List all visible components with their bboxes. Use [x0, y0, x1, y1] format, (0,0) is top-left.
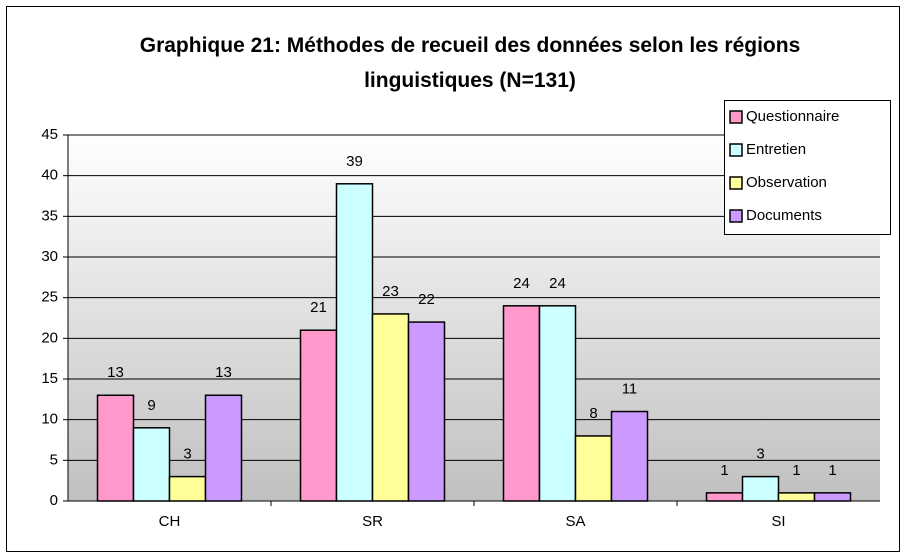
legend-swatch: [729, 110, 743, 124]
data-label: 39: [346, 153, 363, 170]
bar: [132, 427, 171, 502]
x-tick-label: SI: [771, 513, 785, 530]
data-label: 21: [310, 299, 327, 316]
data-label: 11: [622, 381, 638, 398]
legend-swatch: [729, 176, 743, 190]
bar: [610, 410, 649, 502]
y-tick-label: 30: [41, 248, 58, 265]
data-label: 9: [147, 397, 155, 414]
y-tick-label: 0: [50, 492, 58, 509]
bar: [168, 475, 207, 502]
bar: [371, 313, 410, 502]
data-label: 3: [756, 446, 764, 463]
legend-box: [724, 100, 891, 235]
data-label: 23: [382, 283, 399, 300]
x-tick-label: SR: [362, 513, 383, 530]
legend-label: Entretien: [746, 141, 806, 158]
legend-label: Observation: [746, 174, 827, 191]
y-tick-label: 5: [50, 451, 58, 468]
data-label: 22: [418, 291, 435, 308]
x-tick-label: SA: [565, 513, 585, 530]
data-label: 24: [513, 275, 530, 292]
bar: [335, 183, 374, 502]
x-tick-label: CH: [159, 513, 181, 530]
legend-swatch: [729, 209, 743, 223]
bar: [741, 475, 780, 502]
bar: [502, 305, 541, 502]
bar: [299, 329, 338, 502]
bar: [705, 492, 744, 502]
data-label: 1: [828, 462, 836, 479]
y-tick-label: 35: [41, 207, 58, 224]
bar: [538, 305, 577, 502]
data-label: 3: [183, 446, 191, 463]
data-label: 1: [792, 462, 800, 479]
chart-title: Graphique 21: Méthodes de recueil des do…: [139, 34, 801, 92]
bar: [407, 321, 446, 502]
data-label: 1: [720, 462, 728, 479]
bar: [204, 394, 243, 502]
bar: [813, 492, 852, 502]
legend-swatch: [729, 143, 743, 157]
bar: [96, 394, 135, 502]
y-tick-label: 45: [41, 126, 58, 143]
bar: [777, 492, 816, 502]
data-label: 13: [215, 364, 232, 381]
y-tick-label: 10: [41, 411, 58, 428]
legend-label: Questionnaire: [746, 108, 839, 125]
bar: [574, 435, 613, 502]
data-label: 13: [107, 364, 124, 381]
data-label: 8: [589, 405, 597, 422]
legend-label: Documents: [746, 207, 822, 224]
data-label: 24: [549, 275, 566, 292]
y-tick-label: 25: [41, 289, 58, 306]
y-tick-label: 20: [41, 329, 58, 346]
y-tick-label: 40: [41, 167, 58, 184]
y-tick-label: 15: [41, 370, 58, 387]
